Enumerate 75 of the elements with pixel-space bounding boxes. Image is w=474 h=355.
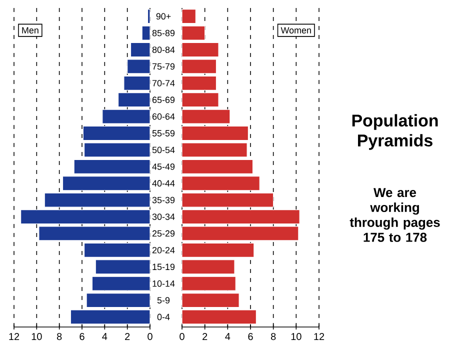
bar <box>92 276 150 291</box>
bar <box>182 209 300 224</box>
bar <box>182 310 257 324</box>
y-tick-label: 45-49 <box>152 163 175 170</box>
bar <box>86 292 150 308</box>
bar <box>182 260 235 274</box>
text: Women <box>280 27 311 34</box>
y-tick-label: 30-34 <box>152 214 175 220</box>
x-tick-label: 6 <box>248 333 253 340</box>
x-tick-label: 0 <box>180 333 184 340</box>
y-tick-label: 50-54 <box>152 146 175 154</box>
bar <box>182 176 260 191</box>
bar <box>84 142 150 158</box>
y-tick-label: 85-89 <box>152 30 175 36</box>
bar <box>182 242 254 258</box>
y-tick-label: 60-64 <box>152 113 175 120</box>
bar <box>182 126 249 141</box>
bar <box>118 92 150 108</box>
bar <box>127 59 150 74</box>
bar <box>182 159 254 174</box>
x-tick-label: 12 <box>314 333 324 340</box>
y-tick-label: 80-84 <box>152 46 175 53</box>
bar <box>20 209 150 224</box>
bar <box>102 109 150 124</box>
y-tick-label: 75-79 <box>152 63 175 70</box>
y-tick-label: 25-29 <box>152 230 175 237</box>
bar <box>182 226 299 241</box>
bar <box>182 59 217 74</box>
y-tick-label: 10-14 <box>152 280 175 287</box>
bar <box>82 126 150 141</box>
bar <box>38 226 150 241</box>
bar <box>182 192 274 208</box>
bar <box>182 142 248 158</box>
bar <box>182 92 219 108</box>
y-tick-label: 70-74 <box>152 80 175 86</box>
bar <box>182 76 217 90</box>
x-tick-label: 8 <box>271 333 276 340</box>
x-tick-label: 10 <box>291 333 302 340</box>
x-tick-label: 8 <box>57 333 62 340</box>
x-tick-label: 4 <box>225 333 230 340</box>
text: We are working through pages 175 to 178 <box>350 188 440 242</box>
x-tick-label: 0 <box>148 333 152 340</box>
bar <box>147 9 150 24</box>
y-tick-label: 55-59 <box>152 130 175 136</box>
x-tick-label: 12 <box>9 333 20 340</box>
bar <box>74 159 150 174</box>
y-tick-label: 35-39 <box>152 196 175 204</box>
text: Population Pyramids <box>352 114 438 150</box>
bar <box>124 76 150 90</box>
y-tick-label: 20-24 <box>152 246 175 254</box>
bar <box>70 310 150 324</box>
y-tick-label: 90+ <box>156 13 171 20</box>
y-tick-label: 40-44 <box>152 180 175 187</box>
bar <box>95 260 150 274</box>
text: Men <box>22 27 38 34</box>
bar <box>84 242 150 258</box>
bar <box>44 192 150 208</box>
y-tick-label: 0-4 <box>157 314 170 320</box>
y-tick-label: 15-19 <box>152 264 175 270</box>
bar <box>182 26 206 40</box>
bar <box>182 9 196 24</box>
bar <box>182 42 219 58</box>
x-tick-label: 10 <box>32 333 42 340</box>
bar <box>182 292 240 308</box>
bar <box>182 276 236 291</box>
x-tick-label: 6 <box>80 333 84 340</box>
bar <box>182 109 230 124</box>
x-tick-label: 2 <box>125 333 130 340</box>
bar <box>130 42 150 58</box>
x-tick-label: 4 <box>102 333 108 340</box>
bar <box>142 26 150 40</box>
y-tick-label: 65-69 <box>152 96 175 104</box>
x-tick-label: 2 <box>202 333 208 340</box>
bar <box>62 176 150 191</box>
y-tick-label: 5-9 <box>157 297 170 304</box>
